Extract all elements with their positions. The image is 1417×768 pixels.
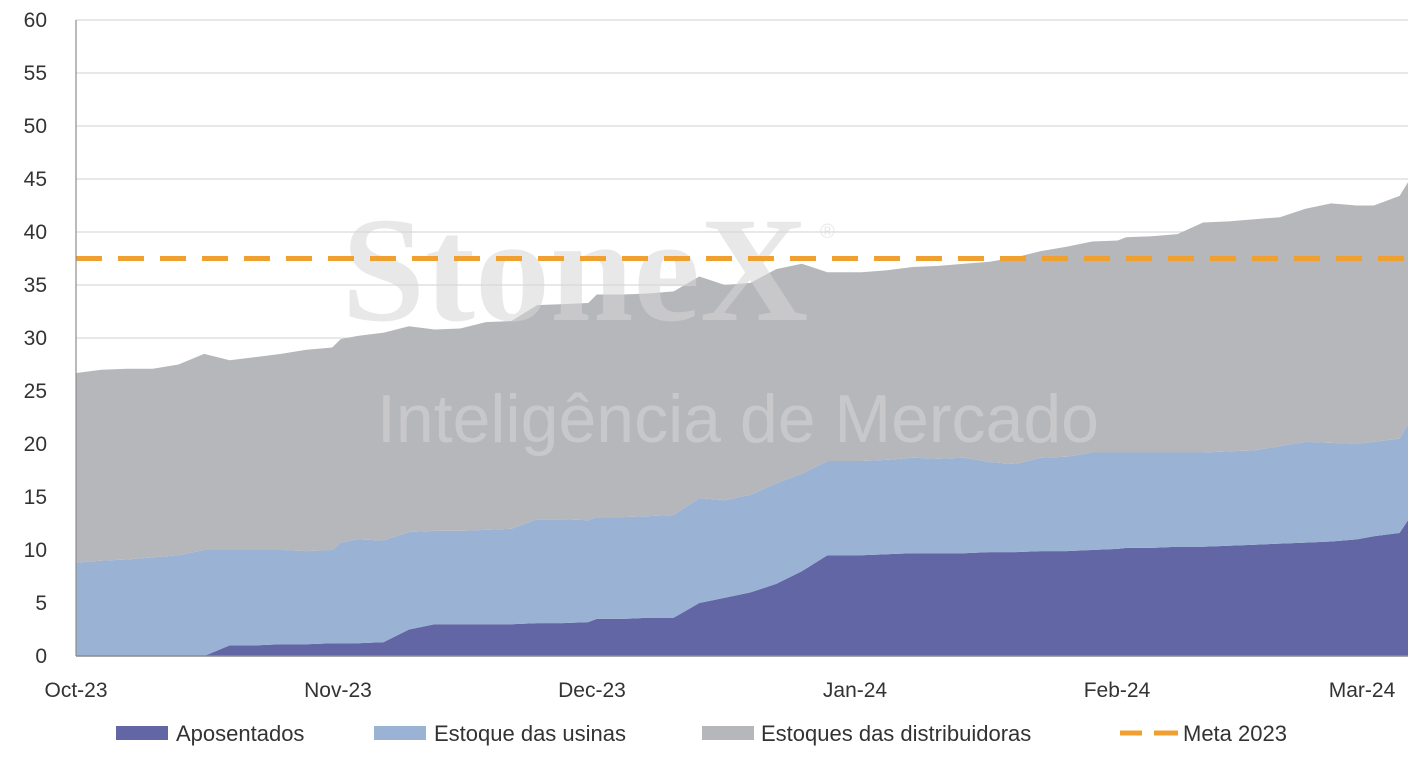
x-tick-label-nov-23: Nov-23 xyxy=(304,679,372,702)
x-tick-label-jan-24: Jan-24 xyxy=(823,679,888,702)
area-estoque-das-usinas xyxy=(76,423,1408,656)
x-tick-label-dec-23: Dec-23 xyxy=(558,679,626,702)
legend-label-meta-2023: Meta 2023 xyxy=(1183,721,1287,746)
x-tick-label-oct-23: Oct-23 xyxy=(44,679,107,702)
y-tick-label-40: 40 xyxy=(24,221,47,244)
legend-label-aposentados: Aposentados xyxy=(176,721,304,746)
axes xyxy=(75,20,1408,657)
watermark-main: StoneX xyxy=(342,187,809,353)
legend-label-estoques-das-distribuidoras: Estoques das distribuidoras xyxy=(761,721,1031,746)
y-tick-label-45: 45 xyxy=(24,168,47,191)
x-tick-labels: Oct-23 Nov-23 Dec-23 Jan-24 Feb-24 Mar-24 xyxy=(44,679,1395,702)
y-tick-label-15: 15 xyxy=(24,486,47,509)
y-tick-label-55: 55 xyxy=(24,62,47,85)
y-tick-label-5: 5 xyxy=(35,592,47,615)
y-tick-label-50: 50 xyxy=(24,115,47,138)
y-tick-label-30: 30 xyxy=(24,327,47,350)
area-estoques-das-distribuidoras xyxy=(76,182,1408,563)
y-tick-label-25: 25 xyxy=(24,380,47,403)
y-tick-label-60: 60 xyxy=(24,9,47,32)
y-tick-label-10: 10 xyxy=(24,539,47,562)
watermark: StoneX ® Inteligência de Mercado xyxy=(342,187,1099,457)
y-tick-label-20: 20 xyxy=(24,433,47,456)
legend-swatch-estoque-das-usinas xyxy=(374,726,426,740)
y-tick-labels: 0 5 10 15 20 25 30 35 40 45 50 55 60 xyxy=(24,9,47,668)
x-tick-label-feb-24: Feb-24 xyxy=(1084,679,1151,702)
legend-swatch-estoques-das-distribuidoras xyxy=(702,726,754,740)
legend: Aposentados Estoque das usinas Estoques da… xyxy=(116,721,1287,746)
y-tick-label-35: 35 xyxy=(24,274,47,297)
area-series xyxy=(76,182,1408,656)
legend-swatch-aposentados xyxy=(116,726,168,740)
watermark-subtitle: Inteligência de Mercado xyxy=(377,381,1099,457)
watermark-registered: ® xyxy=(820,221,835,243)
area-aposentados xyxy=(76,520,1408,656)
y-tick-label-0: 0 xyxy=(35,645,47,668)
x-tick-label-mar-24: Mar-24 xyxy=(1329,679,1396,702)
legend-label-estoque-das-usinas: Estoque das usinas xyxy=(434,721,626,746)
